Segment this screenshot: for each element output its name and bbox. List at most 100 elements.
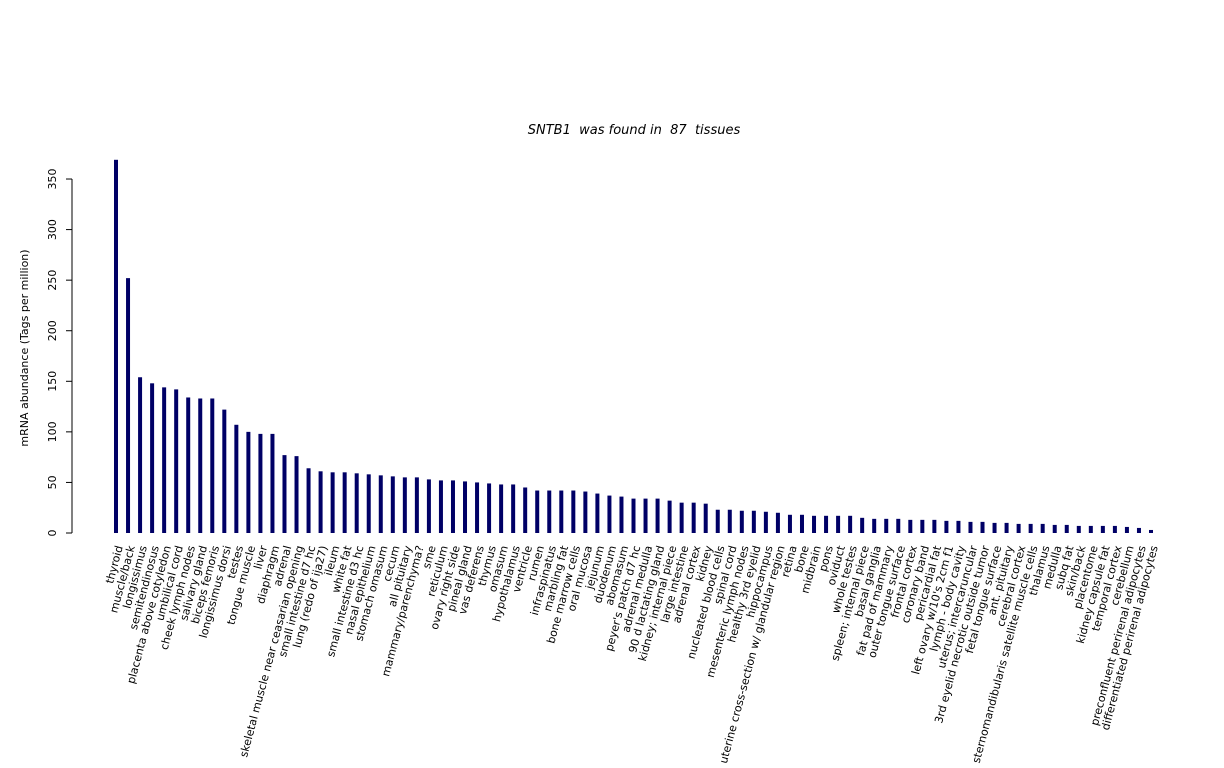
bar: [354, 473, 359, 533]
bar: [222, 409, 227, 533]
bar: [186, 397, 191, 533]
y-tick-label: 0: [46, 530, 59, 537]
bar: [450, 480, 455, 533]
y-tick-label: 250: [46, 270, 59, 291]
bar: [1088, 525, 1093, 533]
y-tick-label: 350: [46, 169, 59, 190]
bar: [836, 515, 841, 533]
bar: [306, 468, 311, 533]
bar: [210, 398, 215, 533]
bar: [1016, 523, 1021, 533]
bar: [511, 484, 516, 533]
bar: [463, 481, 468, 533]
bar: [763, 511, 768, 533]
bar: [270, 433, 275, 533]
bar: [1076, 525, 1081, 533]
bar: [655, 498, 660, 533]
bar: [643, 498, 648, 533]
bar: [619, 496, 624, 533]
bar: [390, 476, 395, 533]
bar: [1040, 523, 1045, 533]
bar: [162, 387, 167, 533]
bar: [1028, 523, 1033, 533]
bar: [739, 510, 744, 533]
y-axis-label: mRNA abundance (Tags per million): [18, 249, 31, 446]
bar: [366, 474, 371, 533]
bar: [138, 377, 143, 533]
bar: [282, 455, 287, 533]
bar: [980, 521, 985, 533]
bar: [703, 503, 708, 533]
bar: [884, 518, 889, 533]
bar: [920, 519, 925, 533]
bar: [1149, 529, 1153, 533]
bar: [234, 424, 239, 533]
bar: [414, 477, 419, 533]
bar: [114, 159, 118, 534]
bar: [956, 520, 961, 533]
bar: [944, 520, 949, 533]
bar: [908, 519, 913, 533]
bar: [330, 472, 335, 533]
bar: [583, 491, 588, 533]
bar: [547, 490, 552, 533]
bar: [378, 475, 383, 533]
bar: [1100, 525, 1105, 533]
bar: [126, 278, 131, 533]
bar: [438, 480, 443, 533]
bar: [1052, 524, 1057, 533]
bar: [402, 477, 407, 533]
bar: [1136, 527, 1141, 533]
bar: [1064, 524, 1069, 533]
bar: [667, 500, 672, 533]
bar: [751, 510, 756, 533]
bar: [571, 490, 576, 533]
bar: [342, 472, 347, 533]
bar: [775, 512, 780, 533]
bar: [872, 518, 877, 533]
bar: [174, 389, 179, 533]
chart-title: SNTB1 was found in 87 tissues: [528, 123, 741, 138]
bar: [258, 433, 263, 533]
x-tick-label: liver: [251, 544, 270, 571]
bar: [318, 471, 323, 533]
bar: [487, 483, 492, 533]
bar: [523, 487, 528, 533]
bar: [607, 495, 612, 533]
bar: [1112, 525, 1117, 533]
y-tick-label: 100: [46, 421, 59, 442]
bar: [475, 482, 480, 533]
bar: [426, 479, 431, 533]
bar: [848, 515, 853, 533]
bar: [715, 509, 720, 533]
bar: [727, 509, 732, 533]
x-tick-label: sme: [420, 544, 439, 570]
bar: [968, 521, 973, 533]
bar: [246, 431, 251, 533]
y-tick-label: 200: [46, 320, 59, 341]
y-tick-label: 150: [46, 371, 59, 392]
y-tick-label: 50: [46, 475, 59, 489]
bar: [499, 484, 504, 533]
bar: [932, 519, 937, 533]
bar: [679, 502, 684, 533]
bar: [992, 522, 997, 533]
bar: [691, 502, 696, 533]
bar: [631, 498, 636, 533]
bar: [150, 383, 155, 533]
bar: [1124, 526, 1129, 533]
bar: [824, 515, 829, 533]
bar: [595, 493, 600, 533]
bar: [896, 518, 901, 533]
y-tick-label: 300: [46, 219, 59, 240]
bar: [787, 514, 792, 533]
bar: [1004, 522, 1009, 533]
bar: [535, 490, 540, 533]
bar: [812, 515, 817, 533]
bar: [860, 517, 865, 533]
bar: [198, 398, 203, 533]
bar: [559, 490, 564, 533]
bar: [294, 456, 299, 533]
bar: [799, 514, 804, 533]
